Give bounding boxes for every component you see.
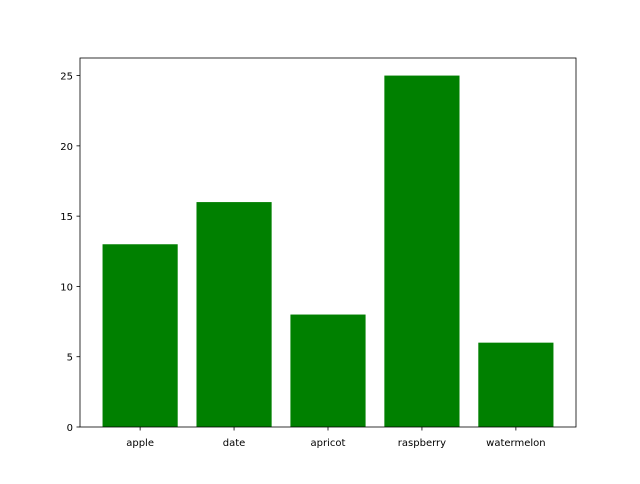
y-tick-label: 20 — [60, 142, 73, 153]
y-tick-label: 15 — [60, 212, 73, 223]
axes-frame — [79, 57, 577, 428]
x-axis-ticks: apple date apricot raspberry watermelon — [126, 427, 546, 449]
y-tick-label: 5 — [67, 353, 73, 364]
x-tick-label: watermelon — [486, 438, 545, 449]
y-tick-label: 25 — [60, 72, 73, 83]
bars — [102, 75, 554, 428]
bar-watermelon — [478, 342, 554, 427]
y-axis-ticks: 0 5 10 15 20 25 — [60, 72, 80, 434]
x-tick-label: apricot — [311, 438, 346, 449]
bar-date — [196, 202, 272, 427]
x-tick-label: date — [223, 438, 246, 449]
bar-apple — [102, 244, 178, 427]
x-tick-label: apple — [126, 438, 154, 449]
y-tick-label: 10 — [60, 282, 73, 293]
y-tick-label: 0 — [67, 423, 73, 434]
x-tick-label: raspberry — [398, 438, 446, 449]
bar-apricot — [290, 314, 366, 427]
bar-raspberry — [384, 75, 460, 428]
